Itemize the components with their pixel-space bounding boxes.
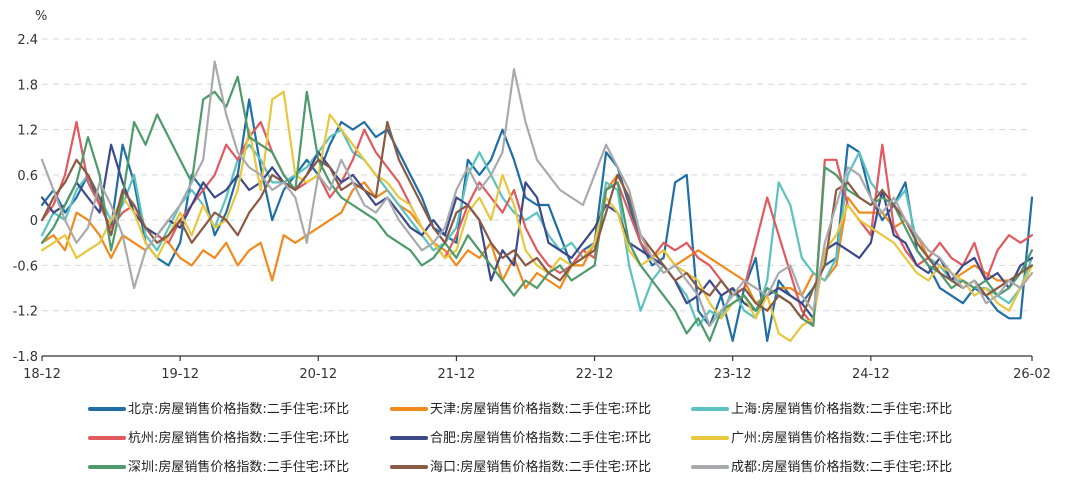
series-lines [40, 60, 1034, 342]
legend-label: 北京:房屋销售价格指数:二手住宅:环比 [128, 401, 349, 417]
legend-label: 海口:房屋销售价格指数:二手住宅:环比 [430, 459, 651, 475]
legend-item[interactable]: 杭州:房屋销售价格指数:二手住宅:环比 [88, 430, 349, 446]
x-tick-label: 24-12 [852, 367, 890, 382]
legend-label: 深圳:房屋销售价格指数:二手住宅:环比 [128, 459, 349, 475]
y-tick-label: -1.2 [13, 305, 38, 320]
x-tick-label: 21-12 [438, 367, 476, 382]
legend-item[interactable]: 成都:房屋销售价格指数:二手住宅:环比 [691, 459, 952, 475]
legend-label: 上海:房屋销售价格指数:二手住宅:环比 [731, 401, 952, 417]
legend-item[interactable]: 深圳:房屋销售价格指数:二手住宅:环比 [88, 459, 349, 475]
y-tick-label: -0.6 [13, 259, 38, 274]
x-tick-label: 19-12 [161, 367, 199, 382]
y-axis-ticks: 2.4 1.8 1.2 0.6 0 -0.6 -1.2 -1.8 [13, 33, 38, 365]
legend-label: 成都:房屋销售价格指数:二手住宅:环比 [731, 459, 952, 475]
legend-label: 广州:房屋销售价格指数:二手住宅:环比 [731, 430, 952, 446]
legend-item[interactable]: 天津:房屋销售价格指数:二手住宅:环比 [390, 401, 651, 417]
x-tick-label: 18-12 [23, 367, 61, 382]
series-line-2 [40, 173, 1034, 305]
y-tick-label: 2.4 [17, 33, 38, 48]
y-tick-label: -1.8 [13, 350, 38, 365]
y-tick-label: 1.8 [17, 78, 38, 93]
x-tick-label: 22-12 [576, 367, 614, 382]
series-line-8 [40, 120, 1034, 320]
series-line-1 [40, 98, 1034, 342]
x-axis-ticks: 18-12 19-12 20-12 21-12 22-12 23-12 24-12 26-02 [23, 356, 1051, 382]
series-line-9 [40, 60, 1034, 327]
legend-label: 合肥:房屋销售价格指数:二手住宅:环比 [430, 430, 651, 446]
y-tick-label: 0.6 [17, 169, 38, 184]
x-tick-label: 20-12 [299, 367, 337, 382]
series-line-6 [40, 90, 1034, 342]
y-unit-label: % [35, 9, 47, 24]
legend-item[interactable]: 合肥:房屋销售价格指数:二手住宅:环比 [390, 430, 651, 446]
x-tick-label: 23-12 [714, 367, 752, 382]
legend-label: 天津:房屋销售价格指数:二手住宅:环比 [430, 401, 651, 417]
legend-item[interactable]: 上海:房屋销售价格指数:二手住宅:环比 [691, 401, 952, 417]
y-tick-label: 0 [30, 214, 38, 229]
legend-item[interactable]: 海口:房屋销售价格指数:二手住宅:环比 [390, 459, 651, 475]
legend: 北京:房屋销售价格指数:二手住宅:环比 天津:房屋销售价格指数:二手住宅:环比 上海… [88, 401, 952, 475]
legend-item[interactable]: 北京:房屋销售价格指数:二手住宅:环比 [88, 401, 349, 417]
legend-label: 杭州:房屋销售价格指数:二手住宅:环比 [128, 430, 349, 446]
legend-item[interactable]: 广州:房屋销售价格指数:二手住宅:环比 [691, 430, 952, 446]
series-line-5 [40, 143, 1034, 320]
grid-lines [42, 38, 1032, 312]
x-tick-label: 26-02 [1013, 367, 1051, 382]
y-tick-label: 1.2 [17, 124, 38, 139]
series-line-4 [40, 120, 1034, 327]
